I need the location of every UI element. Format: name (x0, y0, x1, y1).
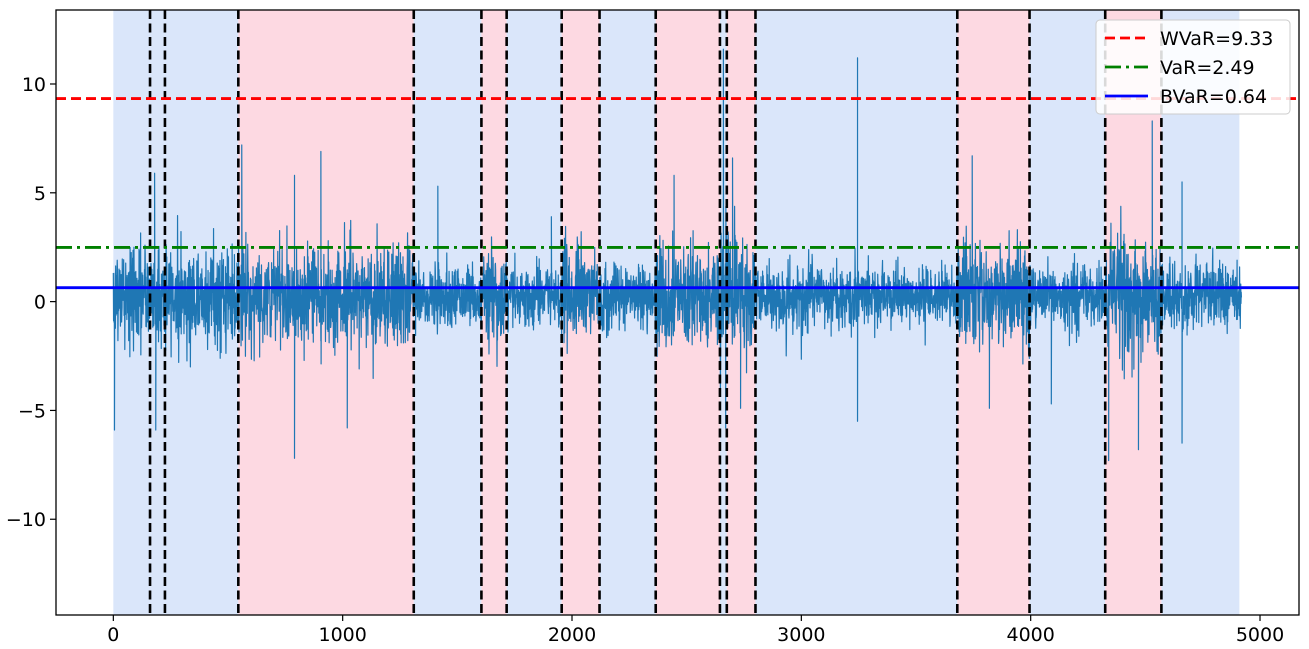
y-axis: −10 −5 0 5 10 (6, 74, 56, 531)
x-tick-label-1: 1000 (318, 624, 366, 646)
y-tick-label-3: 5 (34, 183, 46, 205)
x-axis: 0 1000 2000 3000 4000 5000 (107, 615, 1284, 646)
legend-label-2: BVaR=0.64 (1160, 86, 1267, 108)
y-tick-label-4: 10 (22, 74, 46, 96)
x-tick-label-5: 5000 (1236, 624, 1284, 646)
x-tick-label-3: 3000 (777, 624, 825, 646)
legend: WVaR=9.33 VaR=2.49 BVaR=0.64 (1095, 19, 1291, 115)
risk-threshold-lines (56, 97, 1299, 290)
y-tick-label-1: −5 (18, 400, 46, 422)
x-tick-label-4: 4000 (1006, 624, 1054, 646)
legend-label-0: WVaR=9.33 (1160, 28, 1273, 50)
plot-frame (55, 9, 1300, 616)
legend-box (1095, 19, 1291, 115)
returns-series (112, 48, 1243, 462)
x-tick-label-0: 0 (107, 624, 119, 646)
y-tick-label-2: 0 (34, 292, 46, 314)
change-point-lines (148, 10, 1163, 615)
y-tick-label-0: −10 (6, 509, 46, 531)
legend-label-1: VaR=2.49 (1160, 57, 1255, 79)
x-tick-label-2: 2000 (548, 624, 596, 646)
returns-line (112, 48, 1243, 462)
